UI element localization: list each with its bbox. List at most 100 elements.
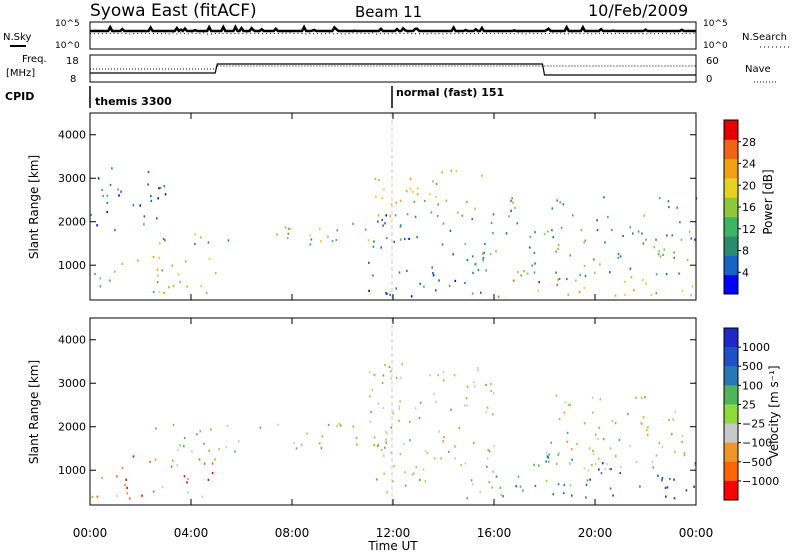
heatmap-cell [651, 460, 654, 463]
heatmap-cell [435, 289, 437, 292]
heatmap-cell [400, 224, 402, 227]
heatmap-cell [486, 406, 489, 409]
heatmap-cell [152, 490, 155, 493]
nsky-label: N.Sky [3, 32, 31, 43]
colorbar-swatch [724, 328, 738, 348]
heatmap-cell [508, 215, 510, 218]
heatmap-cell [411, 473, 413, 476]
heatmap-cell [668, 418, 670, 422]
heatmap-cell [416, 236, 418, 239]
heatmap-cell [170, 465, 173, 468]
colorbar-swatch [724, 385, 738, 405]
heatmap-cell [150, 195, 152, 198]
heatmap-cell [430, 211, 433, 214]
heatmap-cell [557, 243, 560, 246]
heatmap-cell [474, 207, 476, 210]
heatmap-cell [372, 274, 374, 277]
heatmap-cell [404, 237, 406, 241]
heatmap-cell [632, 232, 634, 235]
heatmap-cell [106, 210, 108, 214]
heatmap-cell [471, 218, 473, 221]
heatmap-cell [377, 214, 380, 217]
heatmap-cell [646, 433, 649, 436]
heatmap-cell [619, 255, 622, 258]
heatmap-cell [435, 401, 437, 404]
colorbar-tick-label: 100 [742, 379, 763, 392]
heatmap-cell [556, 199, 558, 202]
heatmap-cell [371, 388, 374, 391]
heatmap-cell [393, 240, 395, 243]
heatmap-cell [533, 271, 536, 274]
heatmap-cell [643, 214, 645, 217]
heatmap-cell [381, 197, 384, 200]
power-y-axis: 1000 2000 3000 4000 [58, 129, 696, 272]
x-tick-label: 00:00 [73, 526, 108, 540]
velocity-heatmap-cells [91, 363, 697, 500]
heatmap-cell [646, 429, 648, 432]
heatmap-cell [683, 451, 686, 454]
heatmap-cell [665, 495, 667, 498]
heatmap-cell [386, 491, 388, 494]
heatmap-cell [398, 419, 400, 422]
heatmap-cell [426, 452, 429, 455]
heatmap-cell [563, 483, 566, 487]
heatmap-cell [423, 285, 425, 288]
heatmap-cell [415, 466, 418, 469]
heatmap-cell [183, 445, 185, 448]
heatmap-cell [352, 425, 355, 428]
heatmap-cell [442, 440, 444, 443]
heatmap-cell [414, 407, 417, 410]
heatmap-cell [485, 269, 487, 272]
heatmap-cell [482, 256, 485, 259]
heatmap-cell [474, 263, 476, 266]
heatmap-cell [398, 407, 401, 410]
heatmap-cell [443, 435, 445, 439]
heatmap-cell [194, 233, 197, 236]
heatmap-cell [414, 215, 417, 218]
heatmap-cell [673, 497, 676, 500]
heatmap-cell [492, 392, 495, 395]
heatmap-cell [538, 464, 540, 467]
heatmap-cell [401, 363, 403, 366]
nsky-tick-bottom: 10^0 [55, 41, 80, 51]
heatmap-cell [384, 446, 386, 449]
heatmap-cell [547, 460, 550, 463]
heatmap-cell [591, 396, 594, 399]
heatmap-cell [378, 179, 380, 182]
heatmap-cell [394, 214, 397, 217]
heatmap-cell [464, 462, 467, 465]
heatmap-cell [665, 273, 668, 276]
heatmap-cell [686, 258, 689, 262]
heatmap-cell [570, 494, 573, 497]
heatmap-cell [405, 190, 408, 193]
heatmap-cell [615, 455, 617, 458]
heatmap-cell [154, 458, 157, 461]
heatmap-cell [124, 483, 126, 486]
heatmap-cell [488, 481, 491, 484]
heatmap-cell [157, 274, 159, 277]
heatmap-cell [277, 423, 279, 426]
heatmap-cell [389, 215, 392, 218]
heatmap-cell [583, 241, 585, 244]
heatmap-cell [422, 468, 425, 471]
heatmap-cell [489, 252, 492, 256]
heatmap-cell [390, 370, 392, 373]
heatmap-cell [183, 475, 186, 478]
heatmap-cell [585, 496, 587, 499]
power-heatmap-cells [90, 167, 698, 298]
heatmap-cell [336, 229, 338, 232]
heatmap-cell [454, 457, 456, 460]
power-colorbar-label: Power [dB] [761, 169, 775, 234]
heatmap-cell [210, 428, 212, 431]
heatmap-cell [547, 456, 550, 459]
heatmap-cell [583, 467, 586, 470]
heatmap-cell [587, 469, 590, 472]
heatmap-cell [571, 214, 574, 217]
heatmap-cell [588, 447, 591, 450]
heatmap-cell [408, 237, 410, 240]
heatmap-cell [128, 497, 131, 500]
heatmap-cell [641, 232, 643, 235]
heatmap-cell [393, 465, 395, 468]
heatmap-cell [611, 419, 614, 422]
heatmap-cell [121, 262, 124, 265]
